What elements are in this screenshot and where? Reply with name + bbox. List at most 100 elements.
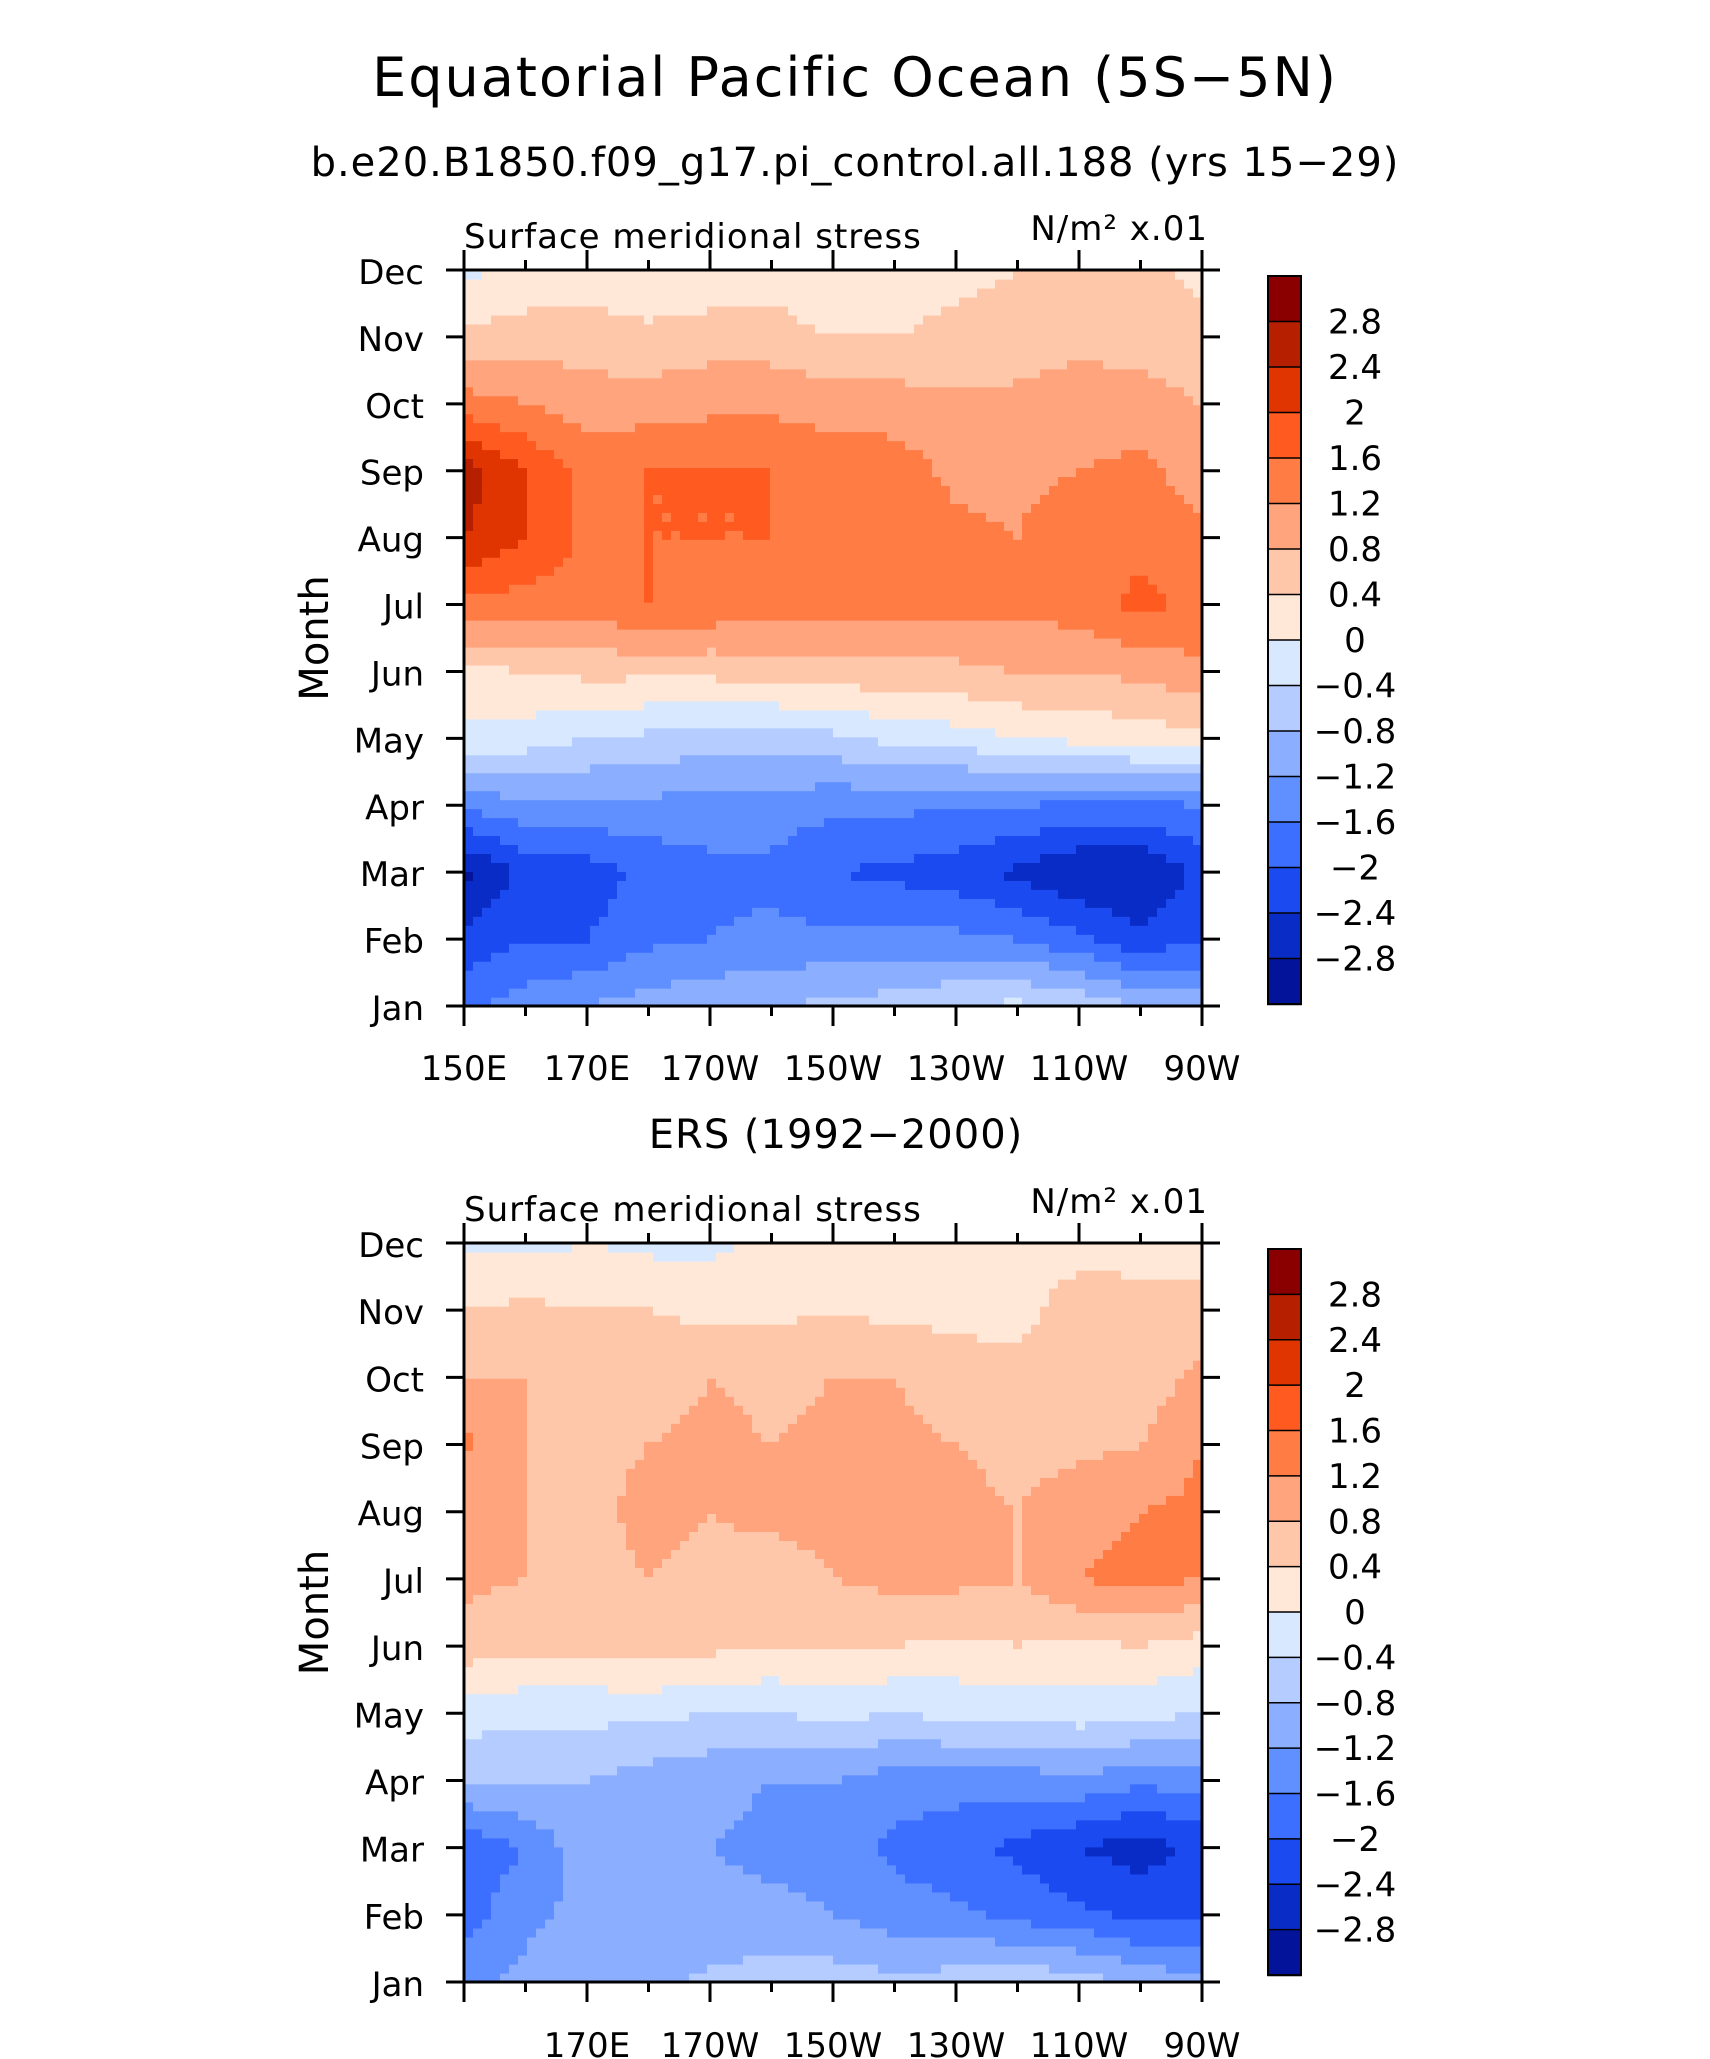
- contour-cell: [482, 458, 492, 469]
- contour-cell: [788, 638, 798, 648]
- contour-cell: [806, 449, 816, 460]
- contour-cell: [887, 521, 897, 531]
- contour-cell: [950, 287, 960, 298]
- contour-cell: [545, 548, 555, 558]
- contour-cell: [896, 440, 906, 451]
- contour-cell: [527, 781, 537, 792]
- contour-cell: [662, 467, 672, 478]
- contour-cell: [779, 673, 789, 684]
- contour-cell: [590, 781, 600, 792]
- contour-cell: [896, 611, 906, 621]
- contour-cell: [662, 341, 672, 352]
- contour-cell: [680, 521, 690, 531]
- contour-cell: [599, 593, 609, 603]
- contour-cell: [905, 467, 915, 478]
- contour-cell: [986, 503, 996, 513]
- contour-cell: [743, 332, 753, 343]
- contour-cell: [896, 853, 906, 863]
- contour-cell: [527, 700, 537, 711]
- contour-cell: [761, 548, 771, 558]
- contour-cell: [482, 682, 492, 693]
- contour-cell: [761, 700, 771, 711]
- contour-cell: [761, 323, 771, 334]
- contour-cell: [644, 943, 654, 953]
- contour-cell: [680, 431, 690, 442]
- contour-cell: [959, 925, 969, 935]
- contour-cell: [653, 602, 663, 612]
- contour-cell: [815, 548, 825, 558]
- contour-cell: [653, 925, 663, 935]
- contour-cell: [905, 557, 915, 567]
- contour-cell: [860, 386, 870, 397]
- contour-cell: [536, 682, 546, 693]
- contour-cell: [572, 664, 582, 675]
- contour-cell: [752, 943, 762, 953]
- contour-cell: [959, 368, 969, 379]
- contour-cell: [527, 889, 537, 899]
- contour-cell: [1004, 907, 1014, 917]
- contour-cell: [788, 629, 798, 639]
- contour-cell: [788, 440, 798, 451]
- contour-cell: [698, 961, 708, 971]
- contour-cell: [761, 431, 771, 442]
- contour-cell: [941, 925, 951, 935]
- contour-cell: [779, 512, 789, 522]
- contour-cell: [851, 781, 861, 792]
- contour-cell: [950, 790, 960, 801]
- contour-cell: [815, 835, 825, 846]
- contour-cell: [482, 772, 492, 783]
- contour-cell: [698, 467, 708, 478]
- contour-cell: [572, 925, 582, 935]
- contour-cell: [815, 880, 825, 890]
- contour-cell: [563, 494, 573, 504]
- contour-cell: [833, 907, 843, 917]
- contour-cell: [923, 431, 933, 442]
- contour-cell: [581, 709, 591, 720]
- contour-cell: [491, 700, 501, 711]
- contour-cell: [500, 961, 510, 971]
- contour-cell: [941, 620, 951, 630]
- contour-cell: [923, 961, 933, 971]
- contour-cell: [707, 296, 717, 307]
- contour-cell: [797, 682, 807, 693]
- contour-cell: [536, 359, 546, 370]
- contour-cell: [896, 808, 906, 819]
- contour-cell: [545, 682, 555, 693]
- contour-cell: [797, 808, 807, 819]
- contour-cell: [851, 970, 861, 980]
- contour-cell: [833, 296, 843, 307]
- contour-cell: [500, 754, 510, 765]
- contour-cell: [635, 350, 645, 361]
- contour-cell: [779, 368, 789, 379]
- contour-cell: [536, 620, 546, 630]
- contour-cell: [572, 422, 582, 433]
- contour-cell: [824, 305, 834, 316]
- contour-cell: [968, 314, 978, 325]
- contour-cell: [482, 323, 492, 334]
- contour-cell: [617, 871, 627, 881]
- contour-cell: [977, 270, 987, 280]
- contour-cell: [608, 979, 618, 989]
- contour-cell: [869, 754, 879, 765]
- contour-cell: [932, 377, 942, 388]
- contour-cell: [761, 305, 771, 316]
- contour-cell: [707, 925, 717, 935]
- contour-cell: [563, 682, 573, 693]
- contour-cell: [536, 539, 546, 549]
- contour-cell: [869, 287, 879, 298]
- contour-cell: [968, 781, 978, 792]
- contour-cell: [761, 359, 771, 370]
- contour-cell: [680, 925, 690, 935]
- contour-cell: [527, 629, 537, 639]
- contour-cell: [518, 485, 528, 495]
- contour-cell: [887, 440, 897, 451]
- contour-cell: [635, 512, 645, 522]
- contour-cell: [662, 790, 672, 801]
- contour-cell: [743, 449, 753, 460]
- contour-cell: [779, 853, 789, 863]
- contour-cell: [707, 709, 717, 720]
- contour-cell: [833, 584, 843, 594]
- contour-cell: [680, 548, 690, 558]
- contour-cell: [635, 700, 645, 711]
- contour-cell: [725, 673, 735, 684]
